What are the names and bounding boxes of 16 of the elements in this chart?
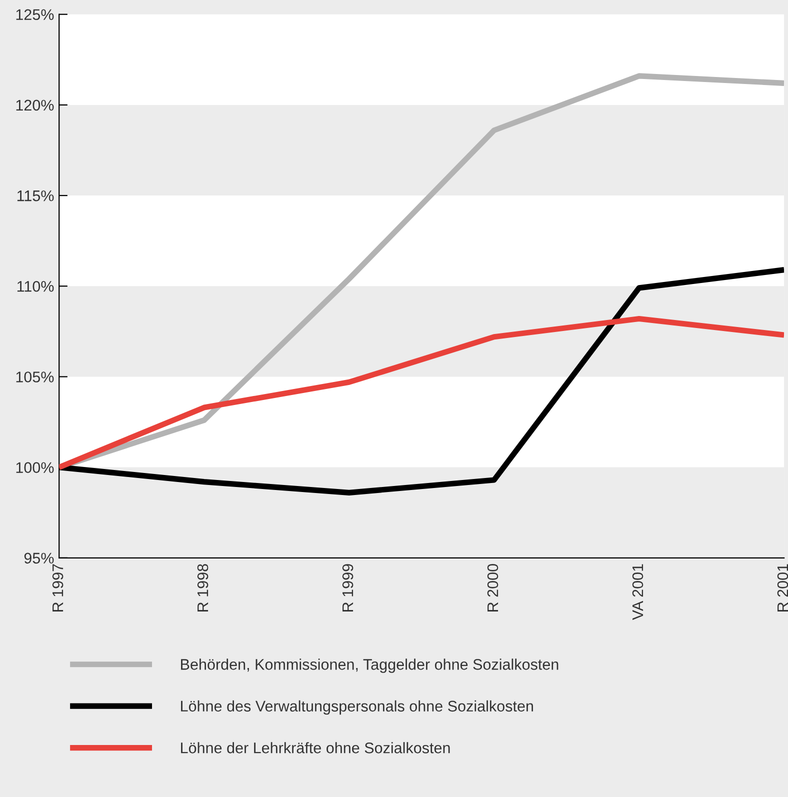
y-tick-label: 125% <box>16 9 54 20</box>
x-tick-label: R 2001 <box>777 564 788 612</box>
x-tick-label: R 2000 <box>487 564 498 612</box>
y-tick-label: 120% <box>16 100 54 111</box>
y-tick-label: 115% <box>17 190 54 202</box>
x-tick-label: R 1999 <box>342 564 354 612</box>
legend-label: Löhne der Lehrkräfte ohne Sozialkosten <box>181 742 450 754</box>
y-tick-label: 105% <box>16 372 54 382</box>
y-tick-label: 95% <box>24 552 54 564</box>
x-tick-label: VA 2001 <box>632 564 644 620</box>
y-tick-label: 100% <box>16 462 54 473</box>
x-tick-label: R 1998 <box>197 564 208 612</box>
y-tick-label: 110% <box>17 280 54 292</box>
x-tick-label: R 1997 <box>52 564 64 612</box>
legend-label: Behörden, Kommissionen, Taggelder ohne Sozialkosten <box>181 658 558 673</box>
legend-label: Löhne des Verwaltungspersonals ohne Sozialkosten <box>181 700 533 715</box>
